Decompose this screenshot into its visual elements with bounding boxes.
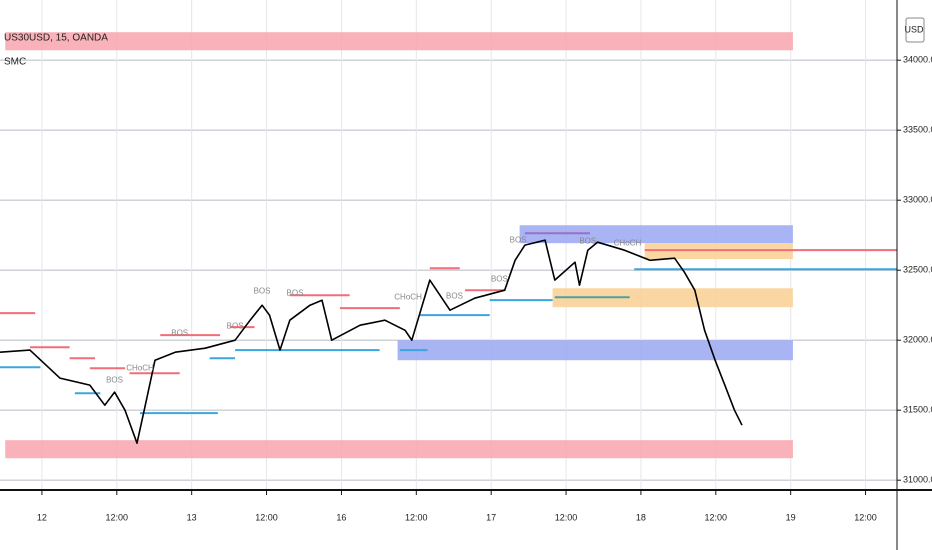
zones: [5, 32, 793, 459]
x-tick-label: 12:00: [705, 512, 728, 522]
price-line: [0, 239, 743, 444]
zone: [5, 32, 793, 51]
chart-title: US30USD, 15, OANDA: [4, 33, 108, 44]
y-tick-label: 34000.0: [903, 55, 932, 65]
annotation: BOS: [106, 375, 123, 384]
y-tick-label: 32000.0: [903, 335, 932, 345]
y-tick-label: 32500.0: [903, 265, 932, 275]
annotation: BOS: [491, 274, 508, 283]
x-tick-label: 12:00: [405, 512, 428, 522]
zone: [519, 225, 793, 244]
x-tick-label: 19: [786, 512, 796, 522]
annotation: BOS: [446, 291, 463, 300]
annotation: BOS: [227, 321, 244, 330]
zone: [397, 340, 793, 361]
x-tick-label: 12: [37, 512, 47, 522]
zone: [5, 440, 793, 459]
annotation: CHoCH: [126, 363, 154, 372]
x-tick-label: 18: [636, 512, 646, 522]
series: [0, 239, 743, 444]
y-tick-label: 33500.0: [903, 125, 932, 135]
annotation: CHoCH: [394, 292, 422, 301]
annotation: BOS: [579, 236, 596, 245]
unit-box: [905, 17, 925, 43]
x-tick-label: 12:00: [555, 512, 578, 522]
x-tick-label: 13: [187, 512, 197, 522]
x-tick-label: 12:00: [106, 512, 129, 522]
y-tick-label: 31500.0: [903, 405, 932, 415]
annotation: BOS: [510, 235, 527, 244]
annotation: CHoCH: [614, 238, 642, 247]
annotation: BOS: [287, 288, 304, 297]
levels: [0, 232, 897, 415]
unit-label: USD: [904, 24, 924, 34]
annotation: BOS: [254, 286, 271, 295]
x-tick-label: 16: [336, 512, 346, 522]
indicator-label: SMC: [4, 57, 26, 68]
y-tick-label: 31000.0: [903, 475, 932, 485]
zone: [552, 288, 793, 308]
x-tick-label: 12:00: [255, 512, 278, 522]
x-tick-label: 17: [486, 512, 496, 522]
x-tick-label: 12:00: [854, 512, 877, 522]
annotation: BOS: [171, 328, 188, 337]
y-tick-label: 33000.0: [903, 195, 932, 205]
